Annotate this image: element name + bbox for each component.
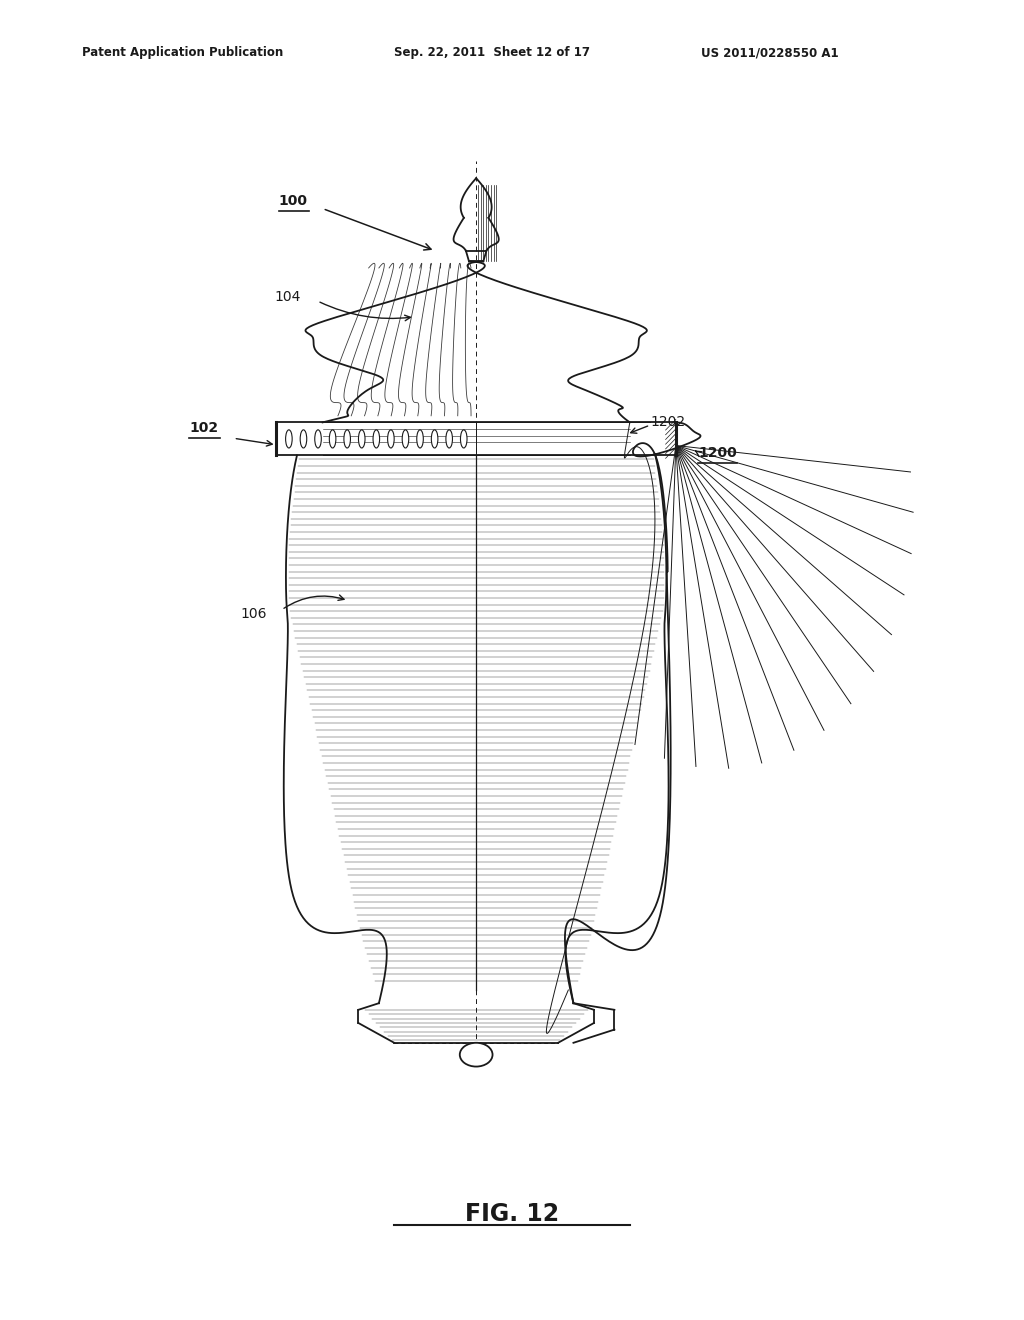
Text: 1200: 1200 bbox=[698, 446, 737, 459]
Text: 104: 104 bbox=[274, 290, 301, 304]
Text: US 2011/0228550 A1: US 2011/0228550 A1 bbox=[701, 46, 839, 59]
Ellipse shape bbox=[461, 430, 467, 447]
Text: FIG. 12: FIG. 12 bbox=[465, 1203, 559, 1226]
Ellipse shape bbox=[344, 430, 350, 447]
Ellipse shape bbox=[431, 430, 438, 447]
Text: Patent Application Publication: Patent Application Publication bbox=[82, 46, 284, 59]
Text: 102: 102 bbox=[189, 421, 218, 434]
Text: 106: 106 bbox=[241, 607, 267, 620]
Ellipse shape bbox=[358, 430, 365, 447]
Ellipse shape bbox=[445, 430, 453, 447]
Text: 1202: 1202 bbox=[650, 416, 685, 429]
Ellipse shape bbox=[330, 430, 336, 447]
Ellipse shape bbox=[373, 430, 380, 447]
Text: 100: 100 bbox=[279, 194, 307, 207]
Ellipse shape bbox=[388, 430, 394, 447]
Ellipse shape bbox=[460, 1043, 493, 1067]
Text: Sep. 22, 2011  Sheet 12 of 17: Sep. 22, 2011 Sheet 12 of 17 bbox=[394, 46, 590, 59]
Ellipse shape bbox=[300, 430, 307, 447]
Ellipse shape bbox=[417, 430, 423, 447]
Ellipse shape bbox=[286, 430, 292, 447]
Ellipse shape bbox=[314, 430, 322, 447]
Ellipse shape bbox=[402, 430, 409, 447]
